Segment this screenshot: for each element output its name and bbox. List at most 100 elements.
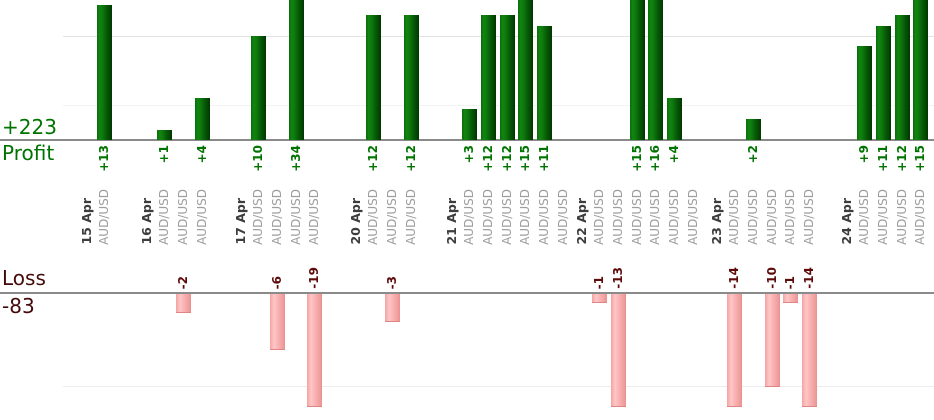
instrument-label: AUD/USD — [157, 189, 172, 245]
profit-value-label: +34 — [288, 145, 303, 172]
profit-bar[interactable] — [537, 25, 552, 140]
profit-value-label: +12 — [366, 145, 381, 172]
loss-bar[interactable] — [592, 294, 608, 304]
instrument-label: AUD/USD — [251, 189, 266, 245]
loss-value-label: -6 — [269, 275, 284, 289]
loss-bar[interactable] — [802, 294, 817, 407]
instrument-label: AUD/USD — [384, 189, 399, 245]
date-label: 23 Apr — [708, 198, 724, 245]
profit-bar[interactable] — [894, 15, 910, 140]
profit-value-label: +12 — [894, 145, 909, 172]
date-label: 15 Apr — [78, 198, 94, 245]
profit-minor-gridline — [63, 105, 934, 106]
instrument-label: AUD/USD — [269, 189, 284, 245]
profit-value-label: +4 — [194, 145, 209, 164]
profit-value-label: +16 — [648, 145, 663, 172]
instrument-label: AUD/USD — [648, 189, 663, 245]
instrument-label: AUD/USD — [764, 189, 779, 245]
profit-bar[interactable] — [857, 46, 873, 140]
instrument-label: AUD/USD — [610, 189, 625, 245]
loss-value-label: -19 — [307, 267, 322, 289]
loss-value-label: -13 — [610, 267, 625, 289]
loss-value-label: -1 — [783, 275, 798, 289]
date-label: 17 Apr — [232, 198, 248, 245]
instrument-label: AUD/USD — [366, 189, 381, 245]
instrument-label: AUD/USD — [537, 189, 551, 245]
loss-bar[interactable] — [783, 294, 799, 304]
instrument-label: AUD/USD — [745, 189, 760, 245]
instrument-label: AUD/USD — [783, 189, 798, 245]
profit-value-label: +13 — [97, 145, 112, 172]
profit-value-label: +10 — [251, 145, 266, 172]
profit-bar[interactable] — [157, 129, 173, 140]
loss-bar[interactable] — [269, 294, 285, 350]
instrument-label: AUD/USD — [875, 189, 890, 245]
profit-value-label: +3 — [462, 145, 477, 164]
loss-value-label: -3 — [384, 275, 399, 289]
loss-bar[interactable] — [610, 294, 626, 407]
profit-bar[interactable] — [480, 15, 496, 140]
date-label: 22 Apr — [573, 198, 589, 245]
profit-bar[interactable] — [366, 15, 382, 140]
profit-bar[interactable] — [648, 0, 664, 140]
instrument-label: AUD/USD — [629, 189, 644, 245]
loss-bar[interactable] — [764, 294, 780, 387]
loss-value-label: -10 — [764, 267, 779, 289]
loss-bar[interactable] — [727, 294, 743, 407]
profit-bar[interactable] — [518, 0, 534, 140]
profit-value-label: +12 — [403, 145, 418, 172]
loss-value-label: -14 — [727, 267, 742, 289]
profit-value-label: +15 — [913, 145, 928, 172]
profit-bar[interactable] — [288, 0, 304, 140]
instrument-label: AUD/USD — [802, 189, 816, 245]
loss-bar[interactable] — [384, 294, 400, 322]
instrument-label: AUD/USD — [685, 189, 700, 245]
instrument-label: AUD/USD — [913, 189, 928, 245]
profit-bar[interactable] — [499, 15, 515, 140]
loss-bar[interactable] — [175, 294, 191, 313]
date-label: 24 Apr — [838, 198, 854, 245]
date-label: 20 Apr — [347, 198, 363, 245]
loss-value-label: -2 — [175, 275, 190, 289]
profit-bar[interactable] — [745, 119, 761, 140]
profit-value-label: +1 — [157, 145, 172, 164]
profit-gridline — [63, 36, 934, 37]
loss-bar[interactable] — [307, 294, 323, 407]
profit-bar[interactable] — [913, 0, 929, 140]
profit-bar[interactable] — [251, 36, 267, 140]
profit-total: +223 — [2, 115, 57, 139]
profit-bar[interactable] — [97, 4, 113, 140]
instrument-label: AUD/USD — [499, 189, 514, 245]
instrument-label: AUD/USD — [288, 189, 303, 245]
profit-bar[interactable] — [667, 98, 682, 140]
instrument-label: AUD/USD — [667, 189, 681, 245]
profit-axis-label: Profit — [2, 141, 55, 165]
profit-value-label: +12 — [480, 145, 495, 172]
loss-value-label: -14 — [802, 267, 816, 289]
profit-value-label: +11 — [537, 145, 551, 172]
profit-value-label: +15 — [518, 145, 533, 172]
profit-value-label: +2 — [745, 145, 760, 164]
instrument-label: AUD/USD — [307, 189, 322, 245]
loss-total: -83 — [2, 294, 35, 318]
profit-bar[interactable] — [875, 25, 891, 140]
instrument-label: AUD/USD — [518, 189, 533, 245]
profit-bar[interactable] — [403, 15, 419, 140]
profit-value-label: +4 — [667, 145, 681, 164]
profit-bar[interactable] — [194, 98, 210, 140]
profit-value-label: +11 — [875, 145, 890, 172]
instrument-label: AUD/USD — [175, 189, 190, 245]
instrument-label: AUD/USD — [403, 189, 418, 245]
loss-axis-label: Loss — [2, 266, 46, 290]
instrument-label: AUD/USD — [97, 189, 112, 245]
instrument-label: AUD/USD — [462, 189, 477, 245]
instrument-label: AUD/USD — [857, 189, 872, 245]
profit-bar[interactable] — [462, 108, 478, 140]
loss-gridline — [63, 386, 934, 387]
profit-bar[interactable] — [629, 0, 645, 140]
loss-axis-line — [0, 292, 934, 294]
instrument-label: AUD/USD — [592, 189, 607, 245]
date-label: 16 Apr — [138, 198, 154, 245]
instrument-label: AUD/USD — [555, 189, 570, 245]
